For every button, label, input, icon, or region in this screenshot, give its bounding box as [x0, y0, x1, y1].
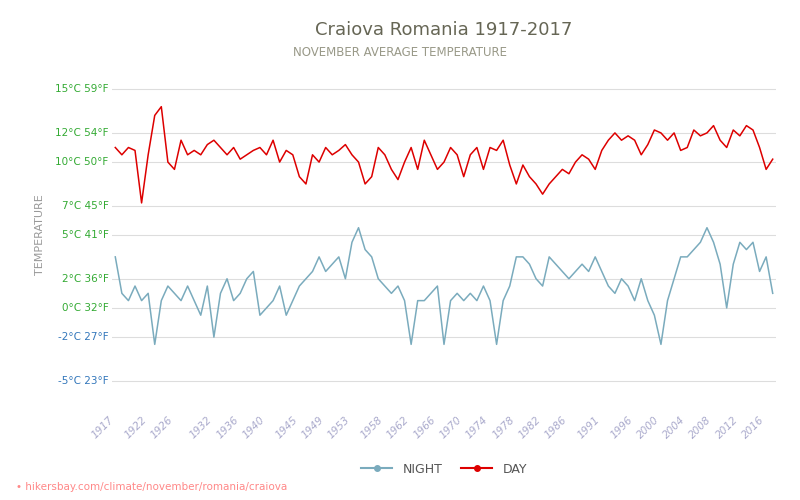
Text: 0°C 32°F: 0°C 32°F	[62, 303, 109, 313]
Title: Craiova Romania 1917-2017: Craiova Romania 1917-2017	[315, 21, 573, 39]
Text: 10°C 50°F: 10°C 50°F	[55, 157, 109, 167]
Legend: NIGHT, DAY: NIGHT, DAY	[356, 458, 532, 480]
Text: 7°C 45°F: 7°C 45°F	[62, 201, 109, 211]
Text: • hikersbay.com/climate/november/romania/craiova: • hikersbay.com/climate/november/romania…	[16, 482, 287, 492]
Text: 12°C 54°F: 12°C 54°F	[55, 128, 109, 138]
Text: -2°C 27°F: -2°C 27°F	[58, 332, 109, 342]
Text: 5°C 41°F: 5°C 41°F	[62, 230, 109, 240]
Y-axis label: TEMPERATURE: TEMPERATURE	[34, 194, 45, 276]
Text: -5°C 23°F: -5°C 23°F	[58, 376, 109, 386]
Text: 15°C 59°F: 15°C 59°F	[55, 84, 109, 94]
Text: NOVEMBER AVERAGE TEMPERATURE: NOVEMBER AVERAGE TEMPERATURE	[293, 46, 507, 59]
Text: 2°C 36°F: 2°C 36°F	[62, 274, 109, 284]
